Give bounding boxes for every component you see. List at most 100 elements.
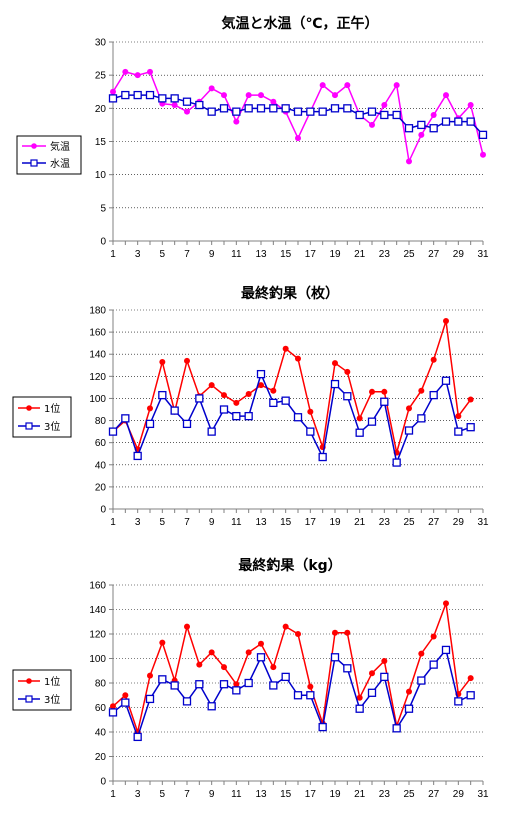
data-point [380,110,389,120]
legend-box [12,396,72,438]
data-point [208,649,215,656]
data-point [381,102,388,109]
y-tick-label: 0 [100,777,106,788]
legend-label-rank3: 3位 [44,420,60,433]
data-point [306,107,315,116]
data-point [417,676,426,685]
y-tick-label: 160 [89,581,106,592]
data-point [269,681,278,690]
data-point [233,118,240,125]
y-tick-label: 10 [95,170,107,181]
data-point [480,151,486,158]
data-point [122,68,129,75]
data-point [233,399,240,406]
data-point [208,85,215,92]
data-point [367,688,377,697]
x-tick-label: 7 [184,789,190,800]
y-tick-label: 20 [95,752,107,763]
x-tick-label: 17 [305,789,317,800]
y-tick-label: 100 [89,654,106,665]
data-point [270,664,277,671]
data-point [108,427,118,436]
data-point [466,117,475,126]
data-point [332,629,338,636]
legend-marker-rank3 [25,695,33,703]
x-tick-label: 13 [255,517,267,528]
data-point [392,458,401,467]
legend-label-rank3: 3位 [44,693,60,706]
x-tick-label: 7 [184,517,190,528]
data-point [430,356,437,363]
data-point [392,724,401,733]
y-tick-label: 0 [100,505,106,516]
data-point [404,124,414,133]
chart-catch-count-title: 最終釣果（枚） [241,285,339,302]
data-point [171,102,178,109]
data-point [256,104,266,113]
x-tick-label: 29 [453,517,465,528]
series-line-1 [112,371,471,466]
data-point [182,97,192,106]
y-tick-label: 15 [95,137,107,148]
data-point [332,92,338,99]
data-point [245,92,252,99]
x-tick-label: 23 [379,517,391,528]
data-point [441,645,451,655]
data-point [221,664,227,671]
x-tick-label: 27 [428,789,440,800]
data-point [295,135,301,142]
data-point [233,681,240,688]
data-point [158,390,167,400]
data-point [282,623,289,630]
data-point [293,691,303,700]
y-tick-label: 20 [95,482,107,493]
x-tick-label: 5 [160,789,166,800]
x-tick-label: 11 [231,249,242,260]
data-point [281,396,290,405]
data-point [454,117,463,126]
data-point [219,104,229,113]
x-tick-label: 9 [209,517,215,528]
y-tick-label: 40 [95,728,107,739]
x-tick-label: 9 [209,789,215,800]
y-tick-label: 100 [89,394,106,405]
x-tick-label: 11 [231,789,242,800]
data-point [195,680,204,689]
x-tick-label: 5 [160,517,166,528]
data-point [306,427,315,436]
data-point [270,387,277,394]
data-point [145,694,155,704]
x-tick-label: 23 [379,249,391,260]
data-point [307,683,314,690]
data-point [306,691,315,700]
data-point [295,631,301,637]
data-point [478,130,488,140]
data-point [467,102,474,109]
y-tick-label: 25 [95,71,107,82]
data-point [454,697,463,706]
data-point [430,633,437,640]
data-point [344,629,351,636]
data-point [282,345,289,352]
data-point [355,428,364,437]
data-point [184,357,190,364]
data-point [244,104,253,113]
x-tick-label: 19 [329,789,341,800]
y-tick-label: 0 [100,237,106,248]
y-tick-label: 60 [95,703,107,714]
x-tick-label: 19 [329,517,341,528]
x-tick-label: 17 [305,517,317,528]
data-point [356,415,363,422]
data-point [406,405,412,412]
x-tick-label: 3 [135,789,141,800]
x-tick-label: 9 [209,249,215,260]
data-point [110,703,116,710]
legend-label-water-temp: 水温 [50,158,70,170]
data-point [443,600,449,607]
series-line-0 [112,320,472,453]
data-point [343,392,352,401]
data-point [356,694,363,701]
